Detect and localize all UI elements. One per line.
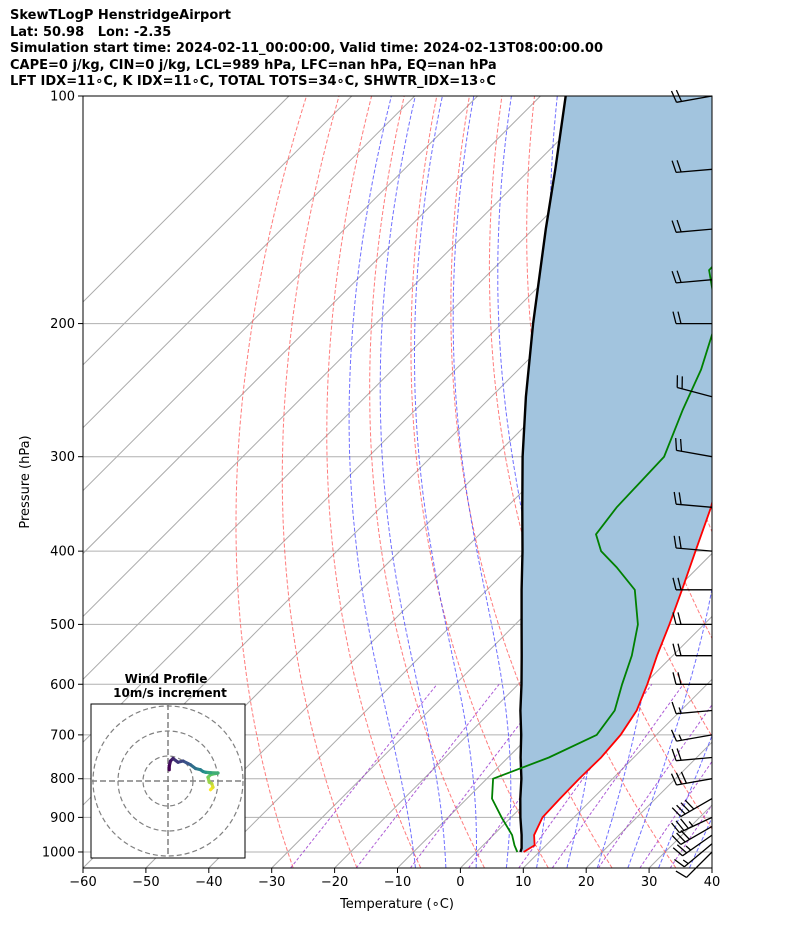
wind-barb [671,798,713,818]
mixing-ratio-line [597,703,712,868]
hodograph-subtitle: 10m/s increment [113,686,227,700]
dry-adiabat-line [488,96,677,868]
isotherm-line [83,96,667,681]
mixing-ratio-line [290,683,438,868]
isotherm-line [711,867,712,868]
moist-adiabat-line [414,96,477,868]
header: SkewTLogP HenstridgeAirport Lat: 50.98 L… [10,8,603,91]
x-axis-title: Temperature (∘C) [339,897,454,912]
dewpoint-line [491,265,712,853]
moist-adiabat-line [379,96,447,868]
isotherm-line [775,96,794,868]
wind-barb [675,851,713,878]
moist-adiabat-line [348,96,416,868]
wind-barb [671,816,713,834]
y-tick-label: 500 [50,618,75,633]
moist-adiabat-line [720,96,794,868]
y-tick-label: 900 [50,811,75,826]
wind-barb [672,311,712,325]
hodograph-title: Wind Profile [125,672,208,686]
wind-barb [673,535,713,552]
wind-barb [670,771,713,786]
y-tick-label: 600 [50,678,75,693]
wind-barb [671,701,713,715]
x-tick-label: −60 [69,875,96,890]
dry-adiabat-line [281,96,358,868]
mixing-ratio-line [639,760,712,868]
wind-barb [671,219,713,233]
isotherm-line [83,96,541,555]
mixing-ratio-line [518,684,653,868]
x-tick-label: 10 [515,875,532,890]
isotherm-line [522,678,712,868]
y-tick-label: 700 [50,728,75,743]
isotherm-line [83,96,478,492]
wind-barb [674,843,713,868]
axes: −60 −50 −40 −30 −20 −10 0 10 20 30 40 1000 900 800 700… [42,90,720,891]
wind-barb [672,643,712,657]
x-tick-label: −10 [384,875,411,890]
cape-area [520,96,712,852]
moist-adiabat-line [627,96,712,868]
dry-adiabat-line [369,96,485,868]
y-tick-label: 100 [50,90,75,105]
wind-barb [672,612,712,626]
wind-barb [671,748,713,762]
wind-barb [672,577,712,591]
station-title: SkewTLogP HenstridgeAirport [10,8,231,23]
mixing-ratio-line [551,684,684,868]
x-tick-label: −20 [321,875,348,890]
station-coordinates: Lat: 50.98 Lon: -2.35 [10,24,172,40]
y-axis-title: Pressure (hPa) [18,435,33,528]
isotherm-line [83,96,353,366]
dry-adiabat-line [730,96,794,868]
wind-barb [671,160,713,174]
x-tick-label: 20 [578,875,595,890]
wind-barb [671,825,713,845]
wind-barb [670,729,713,742]
isotherm-line [334,489,712,868]
x-tick-label: −50 [132,875,159,890]
dry-adiabat-line [235,96,307,868]
stability-indices: LFT IDX=11∘C, K IDX=11∘C, TOTAL TOTS=34∘… [10,74,496,90]
wind-barb [676,375,713,398]
x-tick-label: −40 [195,875,222,890]
dry-adiabat-line [410,96,549,868]
simulation-times: Simulation start time: 2024-02-11_00:00:… [10,41,603,57]
x-tick-label: −30 [258,875,285,890]
dry-adiabat-line [326,96,422,868]
x-tick-label: 0 [456,875,464,890]
stability-parameters: CAPE=0 j/kg, CIN=0 j/kg, LCL=989 hPa, LF… [10,57,497,73]
wind-barb [671,270,713,284]
y-tick-label: 300 [50,450,75,465]
y-tick-label: 400 [50,545,75,560]
wind-barb [673,491,713,508]
isotherm-line [83,96,290,303]
wind-barb [672,834,713,857]
y-tick-label: 1000 [42,845,75,860]
dry-adiabat-line [763,96,794,868]
x-tick-label: 30 [641,875,658,890]
isotherm-line [83,96,604,618]
y-tick-label: 200 [50,317,75,332]
y-tick-label: 800 [50,772,75,787]
x-tick-label: 40 [704,875,721,890]
wind-barb [672,672,712,685]
hodograph-inset: Wind Profile 10m/s increment [90,672,246,859]
wind-barb [675,438,713,458]
mixing-ratio-line [355,683,500,868]
dry-adiabat-line [526,96,712,830]
moist-adiabat-line [452,96,512,868]
isotherm-line [83,96,416,429]
cin-shading [520,96,712,852]
parcel-path-line [519,96,567,853]
hodograph-plot [91,704,245,858]
